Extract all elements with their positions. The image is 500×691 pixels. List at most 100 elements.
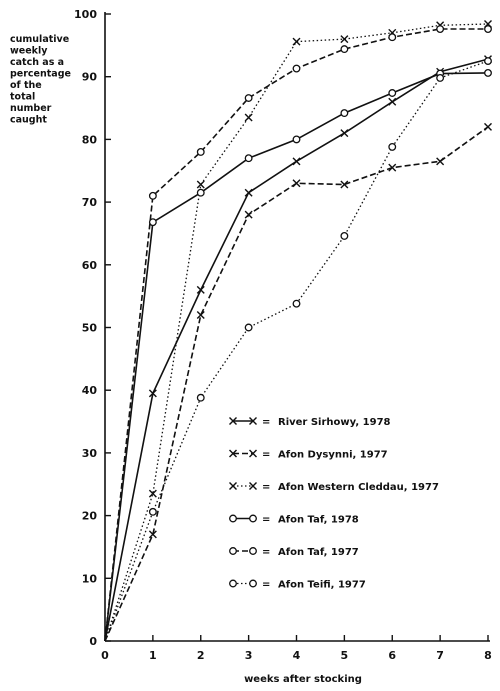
x-ticks: 0 1 2 3 4 5 6 7 8: [101, 635, 492, 662]
data-point: [484, 122, 492, 131]
data-point: [196, 285, 205, 294]
plot-area: [104, 20, 492, 642]
x-axis-label: weeks after stocking: [244, 674, 362, 685]
x-tick-label: 3: [245, 649, 253, 662]
data-point: [340, 109, 349, 118]
data-point: [229, 482, 237, 490]
series-5: [104, 25, 492, 642]
data-point: [484, 25, 492, 33]
data-point: [148, 530, 157, 539]
legend-equals: =: [262, 417, 270, 428]
data-point: [249, 547, 257, 555]
data-point: [292, 157, 301, 166]
data-point: [249, 579, 257, 588]
data-point: [249, 417, 257, 425]
legend-label: Afon Western Cleddau, 1977: [278, 482, 439, 493]
y-axis-label-line: percentage: [10, 69, 71, 80]
legend-equals: =: [262, 580, 270, 591]
legend: = River Sirhowy, 1978= Afon Dysynni, 1977=…: [229, 417, 439, 591]
x-tick-label: 6: [388, 649, 396, 662]
data-point: [196, 310, 205, 319]
data-point: [249, 482, 257, 490]
data-point: [340, 129, 349, 138]
data-point: [340, 232, 349, 240]
data-point: [244, 188, 253, 197]
data-point: [229, 449, 237, 458]
legend-equals: =: [262, 450, 270, 461]
y-axis-label-line: caught: [10, 115, 47, 126]
y-tick-label: 30: [82, 447, 98, 460]
data-point: [388, 89, 397, 97]
series-6: [104, 57, 492, 642]
data-point: [388, 33, 397, 42]
y-axis-label-line: catch as a: [10, 57, 64, 68]
data-point: [229, 417, 237, 425]
data-point: [244, 323, 253, 332]
data-point: [292, 135, 301, 144]
series-2: [104, 122, 492, 642]
data-point: [229, 547, 237, 555]
y-axis-label-line: of the: [10, 80, 42, 91]
y-tick-label: 40: [82, 384, 98, 397]
data-point: [148, 507, 157, 516]
legend-label: Afon Taf, 1978: [278, 515, 359, 526]
data-point: [229, 514, 237, 523]
data-point: [249, 449, 257, 458]
series-1: [104, 55, 492, 642]
data-point: [249, 514, 257, 523]
data-point: [244, 154, 253, 163]
series-line: [104, 23, 489, 642]
x-tick-label: 5: [341, 649, 349, 662]
legend-item: = Afon Western Cleddau, 1977: [229, 482, 439, 493]
data-point: [244, 210, 253, 219]
data-point: [292, 299, 301, 308]
y-tick-label: 80: [82, 133, 98, 146]
legend-equals: =: [262, 515, 270, 526]
y-tick-label: 100: [74, 8, 97, 21]
data-point: [388, 163, 397, 172]
legend-item: = Afon Teifi, 1977: [229, 579, 366, 591]
x-tick-label: 2: [197, 649, 205, 662]
axes: [104, 12, 490, 642]
data-point: [148, 489, 157, 498]
data-point: [244, 94, 253, 102]
data-point: [229, 579, 237, 588]
data-point: [148, 218, 157, 227]
data-point: [436, 157, 445, 166]
y-axis-label-line: weekly: [10, 46, 48, 57]
legend-item: = River Sirhowy, 1978: [229, 417, 391, 428]
y-axis-label-line: number: [10, 103, 52, 114]
data-point: [292, 179, 301, 188]
data-point: [148, 389, 157, 398]
y-tick-label: 20: [82, 510, 98, 523]
y-tick-label: 60: [82, 259, 98, 272]
legend-equals: =: [262, 547, 270, 558]
y-ticks: 0 10 20 30 40 50 60 70 80 90 100: [74, 8, 111, 648]
y-tick-label: 10: [82, 572, 98, 585]
series-line: [104, 126, 489, 642]
legend-item: = Afon Taf, 1977: [229, 547, 359, 558]
data-point: [484, 57, 492, 65]
data-point: [340, 45, 349, 54]
legend-equals: =: [262, 482, 270, 493]
data-point: [196, 188, 205, 197]
data-point: [436, 25, 445, 33]
data-point: [484, 68, 492, 77]
legend-label: River Sirhowy, 1978: [278, 417, 391, 428]
data-point: [196, 147, 205, 156]
data-point: [388, 97, 397, 106]
data-point: [292, 64, 301, 73]
y-tick-label: 0: [89, 635, 97, 648]
x-tick-label: 8: [484, 649, 492, 662]
x-tick-label: 7: [436, 649, 444, 662]
data-point: [340, 35, 349, 44]
x-tick-label: 4: [293, 649, 301, 662]
data-point: [292, 37, 301, 46]
x-tick-label: 0: [101, 649, 109, 662]
legend-item: = Afon Taf, 1978: [229, 514, 359, 526]
data-point: [148, 191, 157, 200]
y-tick-label: 90: [82, 71, 98, 84]
legend-item: = Afon Dysynni, 1977: [229, 449, 388, 461]
